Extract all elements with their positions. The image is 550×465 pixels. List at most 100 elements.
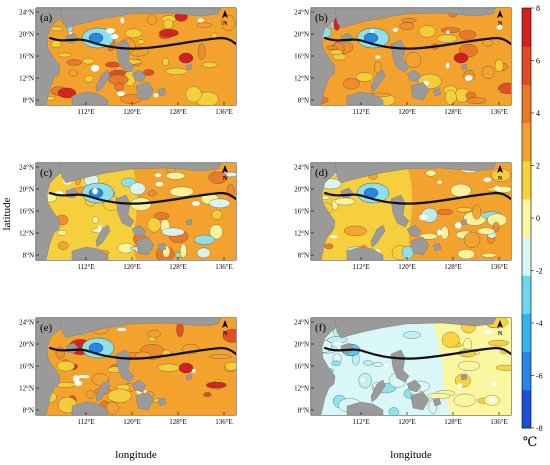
sst-contour-patch xyxy=(403,331,421,339)
sst-contour-patch xyxy=(209,224,223,240)
missing-data-gap xyxy=(488,396,496,403)
missing-data-gap xyxy=(92,187,98,195)
missing-data-gap xyxy=(98,225,102,232)
land-islet-2 xyxy=(460,373,468,381)
sst-contour-patch xyxy=(334,197,356,206)
lat-tick-label: 8°N xyxy=(298,252,309,260)
panel-label: (a) xyxy=(40,12,53,24)
sst-contour-patch xyxy=(147,330,161,338)
sst-contour-patch xyxy=(105,401,119,415)
land-palawan xyxy=(95,69,111,93)
missing-data-gap xyxy=(496,24,503,30)
missing-data-gap xyxy=(437,229,442,236)
lat-tick-label: 12°N xyxy=(294,230,309,238)
land-palawan xyxy=(95,224,111,248)
missing-data-gap xyxy=(456,383,463,389)
panel-label: (f) xyxy=(315,322,326,334)
missing-data-gap xyxy=(72,375,80,382)
missing-data-gap xyxy=(446,30,450,34)
colorbar-tick-label: -8 xyxy=(536,424,543,433)
lon-tick-label: 128°E xyxy=(169,108,187,116)
sst-contour-patch xyxy=(165,67,188,75)
sst-contour-patch xyxy=(147,190,157,197)
missing-data-gap xyxy=(370,29,375,34)
colorbar-tick-label: 2 xyxy=(536,162,540,171)
sst-contour-patch xyxy=(66,59,82,66)
lat-tick-label: 24°N xyxy=(294,319,309,327)
lon-tick-label: 120°E xyxy=(398,263,416,271)
land-china-coast xyxy=(334,163,497,184)
land-islet-1 xyxy=(157,242,167,252)
colorbar-tick-label: 4 xyxy=(536,109,540,118)
sst-contour-patch xyxy=(142,69,155,76)
land-mindanao xyxy=(410,81,430,101)
sst-contour-patch xyxy=(154,212,170,220)
missing-data-gap xyxy=(154,173,162,178)
sst-contour-patch xyxy=(372,362,383,367)
land-borneo xyxy=(71,401,109,415)
colorbar: 8 6 4 2 0 -2 -4 -6 -8 xyxy=(521,4,543,433)
sst-contour-patch xyxy=(494,59,504,72)
warm-core xyxy=(453,52,469,64)
sst-contour-patch xyxy=(488,339,509,347)
missing-data-gap xyxy=(485,329,492,335)
lon-tick-label: 120°E xyxy=(123,418,141,426)
colorbar-tick-label: 8 xyxy=(536,4,540,13)
lat-tick-label: 16°N xyxy=(19,53,34,61)
sst-contour-patch xyxy=(57,230,67,236)
sst-contour-patch xyxy=(203,392,212,397)
panel-a: N (a) 24°N 20°N 16°N 12°N 8°N 112°E 120°E 128°E 13… xyxy=(19,7,237,116)
land-visayas xyxy=(131,224,147,238)
map-field xyxy=(36,8,236,105)
land-visayas xyxy=(131,379,147,393)
colorbar-segment xyxy=(522,122,531,162)
land-mindanao xyxy=(135,391,155,411)
land-indochina xyxy=(36,318,64,415)
land-islet-2 xyxy=(460,63,468,71)
land-indochina xyxy=(36,8,64,105)
warm-core xyxy=(178,362,194,374)
colorbar-segment xyxy=(522,275,531,314)
panel-c: N (c) 24°N 20°N 16°N 12°N 8°N 112°E 120°E 128°E 13… xyxy=(19,162,237,271)
north-arrow-icon: N xyxy=(497,320,503,337)
north-arrow-icon: N xyxy=(222,10,228,27)
lon-tick-label: 136°E xyxy=(215,108,233,116)
missing-data-gap xyxy=(197,18,204,23)
missing-data-gap xyxy=(117,327,127,332)
lon-tick-label: 112°E xyxy=(352,418,369,426)
panel-label: (b) xyxy=(315,12,328,24)
sst-contour-patch xyxy=(436,34,458,43)
typhoon-track xyxy=(323,346,511,360)
sst-contour-patch xyxy=(57,87,76,99)
land-china-coast xyxy=(334,318,497,339)
svg-text:N: N xyxy=(498,331,503,337)
typhoon-track xyxy=(48,346,236,360)
lat-tick-label: 12°N xyxy=(19,75,34,83)
svg-text:N: N xyxy=(223,21,228,27)
missing-data-gap xyxy=(493,186,501,191)
missing-data-gap xyxy=(464,75,473,82)
sst-contour-patch xyxy=(355,72,374,82)
map-field xyxy=(36,318,236,415)
land-islet-1 xyxy=(432,87,442,97)
colorbar-tick-label: -4 xyxy=(536,319,543,328)
map-field xyxy=(311,163,511,260)
missing-data-gap xyxy=(82,374,90,379)
sst-contour-patch xyxy=(129,182,146,195)
lat-tick-label: 8°N xyxy=(23,407,34,415)
panel-label: (c) xyxy=(40,167,53,179)
lon-tick-label: 120°E xyxy=(398,418,416,426)
sst-contour-patch xyxy=(114,82,124,91)
sst-contour-patch xyxy=(388,407,399,415)
typhoon-track xyxy=(48,191,236,205)
missing-data-gap xyxy=(330,235,338,239)
sst-contour-patch xyxy=(57,52,72,58)
lon-tick-label: 136°E xyxy=(215,263,233,271)
sst-contour-patch xyxy=(84,75,94,83)
missing-data-gap xyxy=(117,91,125,97)
lon-tick-label: 128°E xyxy=(169,418,187,426)
north-arrow-icon: N xyxy=(497,165,503,182)
panel-b: N (b) 24°N 20°N 16°N 12°N 8°N 112°E 120°E 128°E 13… xyxy=(294,7,512,116)
sst-contour-patch xyxy=(208,171,228,184)
